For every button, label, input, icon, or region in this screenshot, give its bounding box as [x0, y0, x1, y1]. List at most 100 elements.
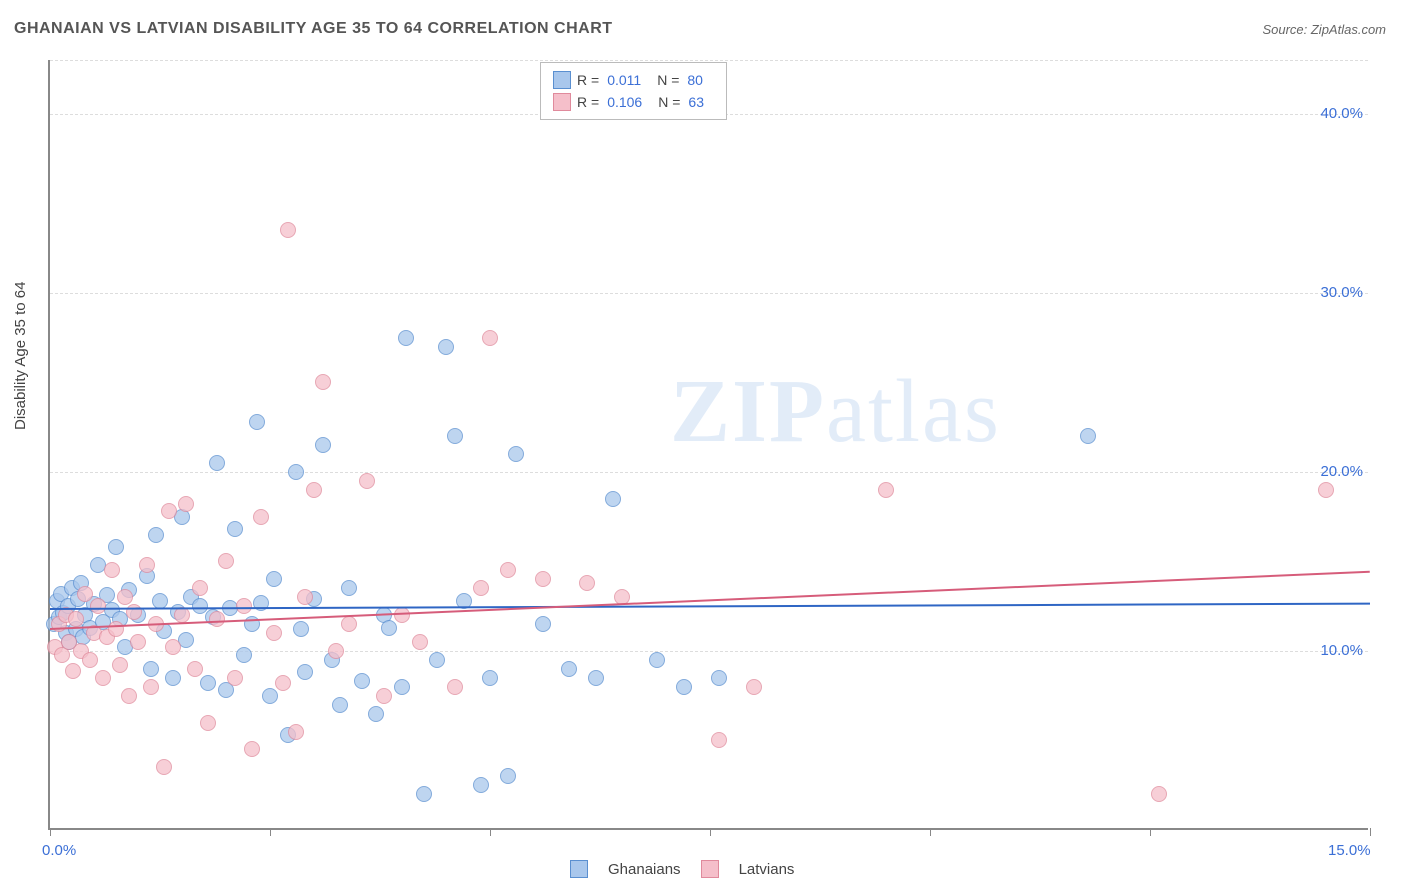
- data-point: [275, 675, 291, 691]
- data-point: [473, 580, 489, 596]
- data-point: [108, 539, 124, 555]
- n-value: 63: [688, 94, 704, 110]
- data-point: [187, 661, 203, 677]
- data-point: [746, 679, 762, 695]
- n-label: N =: [657, 72, 679, 88]
- watermark-rest: atlas: [826, 362, 1001, 461]
- r-label: R =: [577, 94, 599, 110]
- data-point: [161, 503, 177, 519]
- data-point: [209, 611, 225, 627]
- data-point: [152, 593, 168, 609]
- data-point: [108, 621, 124, 637]
- data-point: [165, 639, 181, 655]
- data-point: [482, 330, 498, 346]
- data-point: [130, 634, 146, 650]
- data-point: [1080, 428, 1096, 444]
- y-tick-label: 40.0%: [1308, 105, 1363, 122]
- data-point: [65, 663, 81, 679]
- data-point: [293, 621, 309, 637]
- data-point: [297, 664, 313, 680]
- data-point: [227, 670, 243, 686]
- data-point: [535, 616, 551, 632]
- data-point: [218, 553, 234, 569]
- data-point: [341, 616, 357, 632]
- data-point: [200, 715, 216, 731]
- data-point: [139, 557, 155, 573]
- legend-swatch: [553, 93, 571, 111]
- data-point: [535, 571, 551, 587]
- data-point: [473, 777, 489, 793]
- chart-title: GHANAIAN VS LATVIAN DISABILITY AGE 35 TO…: [14, 20, 613, 38]
- n-label: N =: [658, 94, 680, 110]
- data-point: [508, 446, 524, 462]
- data-point: [117, 589, 133, 605]
- data-point: [143, 679, 159, 695]
- data-point: [165, 670, 181, 686]
- data-point: [332, 697, 348, 713]
- data-point: [315, 437, 331, 453]
- x-tick: [710, 828, 711, 836]
- data-point: [306, 482, 322, 498]
- data-point: [244, 741, 260, 757]
- data-point: [156, 759, 172, 775]
- data-point: [112, 657, 128, 673]
- stats-legend-row: R =0.011N =80: [553, 69, 714, 91]
- x-tick: [50, 828, 51, 836]
- y-tick-label: 20.0%: [1308, 463, 1363, 480]
- data-point: [500, 562, 516, 578]
- data-point: [82, 652, 98, 668]
- data-point: [447, 428, 463, 444]
- stats-legend-row: R =0.106N =63: [553, 91, 714, 113]
- data-point: [416, 786, 432, 802]
- legend-series-label: Latvians: [739, 861, 795, 878]
- x-tick: [490, 828, 491, 836]
- data-point: [1151, 786, 1167, 802]
- data-point: [447, 679, 463, 695]
- data-point: [315, 374, 331, 390]
- data-point: [236, 647, 252, 663]
- data-point: [178, 496, 194, 512]
- data-point: [561, 661, 577, 677]
- x-tick: [930, 828, 931, 836]
- data-point: [143, 661, 159, 677]
- gridline: [50, 60, 1368, 61]
- r-label: R =: [577, 72, 599, 88]
- data-point: [227, 521, 243, 537]
- data-point: [381, 620, 397, 636]
- data-point: [200, 675, 216, 691]
- watermark-bold: ZIP: [670, 362, 826, 461]
- legend-swatch: [701, 860, 719, 878]
- data-point: [711, 670, 727, 686]
- data-point: [676, 679, 692, 695]
- data-point: [288, 724, 304, 740]
- y-axis-label: Disability Age 35 to 64: [12, 282, 29, 430]
- data-point: [412, 634, 428, 650]
- legend-series-label: Ghanaians: [608, 861, 681, 878]
- data-point: [359, 473, 375, 489]
- gridline: [50, 472, 1368, 473]
- y-tick-label: 10.0%: [1308, 642, 1363, 659]
- x-tick: [270, 828, 271, 836]
- data-point: [253, 509, 269, 525]
- stats-legend: R =0.011N =80R =0.106N =63: [540, 62, 727, 120]
- data-point: [249, 414, 265, 430]
- data-point: [236, 598, 252, 614]
- data-point: [354, 673, 370, 689]
- x-tick: [1370, 828, 1371, 836]
- data-point: [588, 670, 604, 686]
- data-point: [429, 652, 445, 668]
- data-point: [266, 625, 282, 641]
- data-point: [579, 575, 595, 591]
- data-point: [394, 679, 410, 695]
- y-tick-label: 30.0%: [1308, 284, 1363, 301]
- series-legend: Ghanaians Latvians: [570, 860, 794, 878]
- data-point: [482, 670, 498, 686]
- data-point: [398, 330, 414, 346]
- data-point: [878, 482, 894, 498]
- data-point: [77, 586, 93, 602]
- data-point: [68, 611, 84, 627]
- r-value: 0.011: [607, 72, 641, 88]
- source-label: Source: ZipAtlas.com: [1262, 22, 1386, 37]
- data-point: [148, 527, 164, 543]
- data-point: [192, 598, 208, 614]
